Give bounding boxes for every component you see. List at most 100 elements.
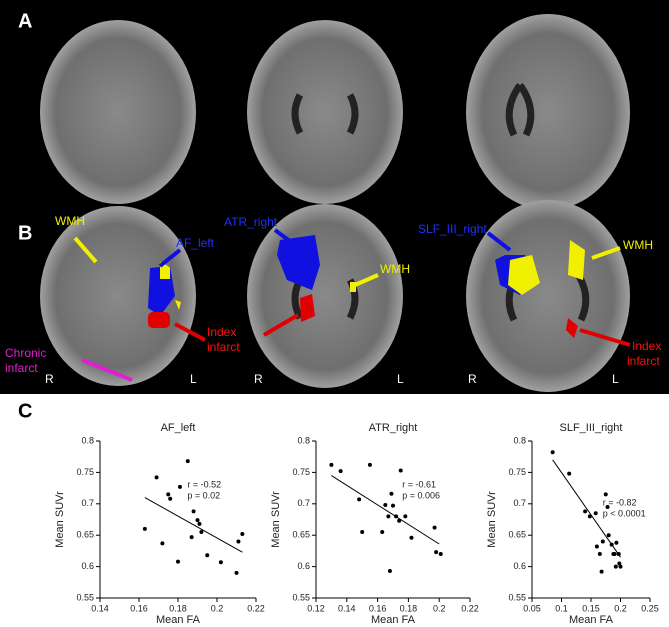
point — [166, 492, 171, 497]
panel-label: C — [18, 400, 32, 422]
point — [567, 471, 572, 476]
x-tick-label: 0.25 — [641, 603, 659, 613]
annotation: WMH — [55, 214, 85, 228]
y-tick-label: 0.8 — [513, 435, 526, 445]
annotation: L — [397, 372, 404, 386]
x-axis-label: Mean FA — [156, 614, 201, 626]
point — [599, 569, 604, 574]
point — [432, 525, 437, 530]
point — [594, 544, 599, 549]
x-tick-label: 0.18 — [400, 603, 418, 613]
point — [218, 560, 223, 565]
point — [177, 484, 182, 489]
annotation: infarct — [207, 340, 240, 354]
stat-label: r = -0.82 — [603, 497, 637, 507]
point — [234, 570, 239, 575]
stat-label: p = 0.006 — [402, 490, 440, 500]
point — [338, 469, 343, 474]
point — [605, 504, 610, 509]
y-tick-label: 0.7 — [513, 498, 526, 508]
fit-line — [552, 459, 621, 558]
x-tick-label: 0.16 — [369, 603, 387, 613]
point — [618, 564, 623, 569]
point — [391, 503, 395, 508]
point — [380, 530, 385, 535]
y-tick-label: 0.75 — [292, 467, 310, 477]
point — [387, 568, 392, 573]
stat-label: r = -0.52 — [187, 479, 221, 489]
point — [160, 541, 165, 546]
y-tick-label: 0.7 — [297, 498, 310, 508]
point — [205, 553, 210, 558]
point — [168, 496, 173, 501]
x-tick-label: 0.14 — [91, 603, 109, 613]
annotation: Index — [632, 339, 661, 353]
annotation: L — [190, 372, 197, 386]
annotation: infarct — [5, 361, 38, 375]
point — [409, 535, 414, 540]
y-axis-label: Mean SUVr — [54, 491, 66, 548]
annotation: SLF_III_right — [418, 222, 487, 236]
annotation: Chronic — [5, 346, 46, 360]
annotation: R — [468, 372, 477, 386]
point — [600, 539, 605, 544]
annotation: L — [612, 372, 619, 386]
point — [189, 535, 194, 540]
y-tick-label: 0.6 — [81, 561, 94, 571]
x-tick-label: 0.2 — [433, 603, 446, 613]
annotation: ATR_right — [224, 215, 278, 229]
stat-label: p < 0.0001 — [603, 508, 646, 518]
brain-slice — [247, 20, 403, 204]
fit-line — [331, 475, 440, 545]
point — [614, 540, 619, 545]
point — [603, 492, 608, 497]
point — [383, 503, 388, 508]
x-tick-label: 0.14 — [338, 603, 356, 613]
point — [593, 511, 598, 516]
annotation: AF_left — [176, 236, 215, 250]
point — [367, 462, 372, 467]
y-tick-label: 0.6 — [513, 561, 526, 571]
x-axis-label: Mean FA — [569, 614, 614, 626]
mri-images — [40, 14, 630, 392]
y-axis-label: Mean SUVr — [486, 491, 498, 548]
annotation: R — [45, 372, 54, 386]
point — [199, 530, 204, 535]
point — [329, 462, 334, 467]
point — [612, 552, 617, 557]
point — [617, 561, 622, 566]
point — [403, 514, 408, 519]
y-tick-label: 0.65 — [292, 530, 310, 540]
y-tick-label: 0.7 — [81, 498, 94, 508]
y-tick-label: 0.75 — [508, 467, 526, 477]
annotation: WMH — [623, 238, 653, 252]
y-tick-label: 0.55 — [508, 592, 526, 602]
annotation: infarct — [627, 354, 660, 368]
annotation: WMH — [380, 262, 410, 276]
point — [438, 552, 443, 557]
panel-label: B — [18, 222, 32, 244]
x-tick-label: 0.18 — [169, 603, 187, 613]
panel-label: A — [18, 10, 32, 32]
point — [240, 531, 245, 536]
point — [154, 475, 159, 480]
point — [606, 533, 611, 538]
x-tick-label: 0.16 — [130, 603, 148, 613]
brain-slice — [40, 206, 196, 386]
y-tick-label: 0.65 — [508, 530, 526, 540]
y-tick-label: 0.6 — [297, 561, 310, 571]
brain-slice — [466, 200, 630, 392]
chart-title: SLF_III_right — [560, 422, 623, 434]
point — [398, 468, 403, 473]
point — [613, 564, 618, 569]
brain-slice — [247, 204, 403, 388]
x-tick-label: 0.12 — [307, 603, 325, 613]
stat-label: p = 0.02 — [187, 490, 220, 500]
y-tick-label: 0.75 — [76, 467, 94, 477]
point — [550, 450, 555, 455]
x-tick-label: 0.1 — [555, 603, 568, 613]
brain-slice — [466, 14, 630, 210]
point — [195, 518, 200, 523]
chart-title: AF_left — [161, 422, 196, 434]
